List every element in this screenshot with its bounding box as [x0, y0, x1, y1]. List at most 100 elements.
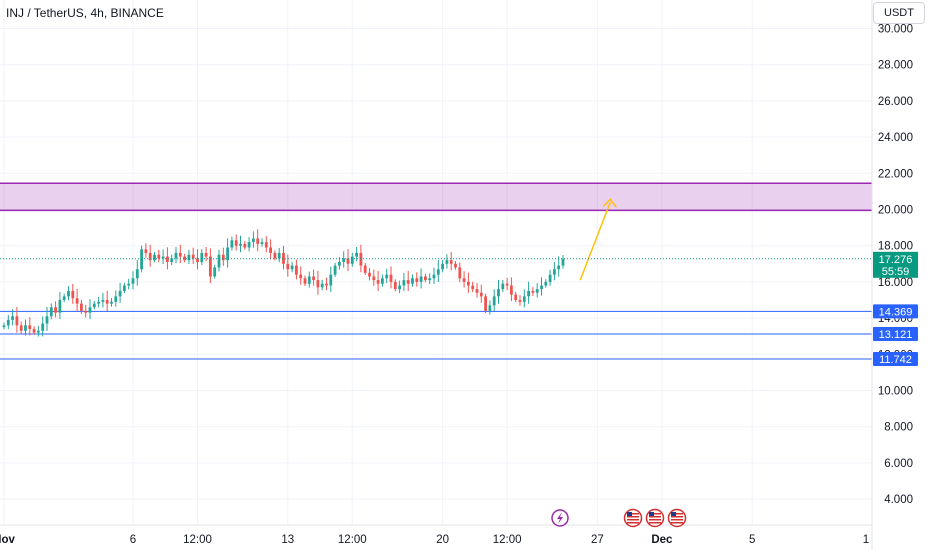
projection-arrow[interactable] [579, 198, 617, 281]
candle[interactable] [363, 262, 367, 276]
candle[interactable] [540, 277, 543, 296]
candle[interactable] [303, 275, 307, 286]
candle[interactable] [135, 259, 139, 286]
lightning-event-icon[interactable] [551, 509, 569, 527]
candle[interactable] [535, 283, 539, 298]
event-icons[interactable] [551, 508, 687, 528]
candle[interactable] [553, 262, 556, 281]
candle[interactable] [458, 262, 462, 283]
candle[interactable] [183, 253, 186, 263]
time-axis[interactable]: Nov 6 12:00 13 12:00 20 12:00 27 Dec 5 1 [0, 524, 872, 546]
candle[interactable] [264, 236, 268, 253]
support-levels[interactable] [0, 310, 872, 360]
candle[interactable] [131, 271, 135, 290]
price-axis[interactable]: 30.000 28.000 26.000 24.000 22.000 20.000 18.0… [871, 0, 932, 550]
candle[interactable] [376, 270, 380, 292]
us-flag-event-icon[interactable] [623, 508, 643, 528]
candle[interactable] [406, 270, 410, 292]
candle[interactable] [11, 309, 14, 326]
candle[interactable] [54, 301, 57, 318]
resistance-zone-fill[interactable] [0, 183, 872, 211]
candle[interactable] [273, 250, 277, 261]
candle[interactable] [368, 267, 371, 281]
candle[interactable] [402, 273, 406, 292]
candle[interactable] [161, 249, 165, 265]
candle[interactable] [307, 271, 311, 288]
candle[interactable] [97, 296, 100, 308]
candle[interactable] [342, 251, 346, 268]
candle[interactable] [350, 252, 354, 267]
candle[interactable] [174, 246, 178, 264]
candle[interactable] [488, 300, 492, 315]
support-price-tag[interactable] [873, 351, 918, 366]
candle[interactable] [428, 273, 432, 284]
candle[interactable] [234, 234, 238, 251]
candle[interactable] [247, 237, 251, 252]
support-price-tag[interactable] [873, 327, 918, 342]
candle[interactable] [213, 264, 217, 279]
candle[interactable] [531, 287, 535, 296]
candle[interactable] [325, 277, 328, 291]
candle[interactable] [561, 255, 565, 269]
candle[interactable] [28, 317, 32, 336]
candle[interactable] [505, 277, 509, 291]
candle[interactable] [449, 252, 453, 271]
candle[interactable] [475, 283, 479, 298]
candle[interactable] [497, 279, 500, 304]
candle[interactable] [355, 246, 358, 262]
candle[interactable] [372, 269, 376, 286]
candle[interactable] [415, 272, 419, 287]
candle[interactable] [329, 266, 333, 293]
candle[interactable] [24, 319, 27, 336]
candle[interactable] [110, 298, 113, 307]
candle[interactable] [436, 259, 440, 283]
candle[interactable] [92, 300, 96, 310]
candle[interactable] [230, 236, 234, 251]
candle[interactable] [49, 303, 53, 320]
candle[interactable] [170, 254, 174, 266]
candle[interactable] [544, 279, 548, 288]
candle[interactable] [445, 254, 449, 269]
candle[interactable] [243, 241, 247, 250]
candle[interactable] [286, 254, 290, 277]
candle[interactable] [484, 293, 487, 314]
candle[interactable] [15, 307, 19, 333]
candle[interactable] [557, 256, 561, 277]
candle[interactable] [209, 248, 212, 283]
candle[interactable] [320, 279, 324, 291]
candle[interactable] [454, 261, 457, 270]
candle[interactable] [527, 281, 530, 304]
candle[interactable] [196, 249, 199, 270]
candle[interactable] [157, 249, 161, 263]
candle[interactable] [19, 321, 23, 334]
candle[interactable] [295, 259, 298, 280]
candle[interactable] [123, 282, 126, 294]
candle[interactable] [178, 244, 182, 264]
candle[interactable] [471, 281, 475, 293]
projection-line[interactable] [579, 201, 611, 281]
candle[interactable] [252, 231, 255, 248]
candle[interactable] [269, 239, 272, 260]
candle[interactable] [226, 238, 229, 268]
candle[interactable] [381, 274, 384, 287]
candle[interactable] [299, 266, 303, 285]
candle[interactable] [398, 280, 401, 294]
candle[interactable] [510, 277, 513, 302]
candle[interactable] [221, 247, 225, 266]
candle[interactable] [204, 246, 208, 262]
candle[interactable] [522, 289, 526, 308]
candle[interactable] [118, 282, 122, 303]
candle[interactable] [462, 271, 466, 288]
candle[interactable] [2, 322, 6, 330]
candle[interactable] [187, 249, 191, 265]
candle[interactable] [80, 299, 83, 314]
candle[interactable] [393, 279, 397, 292]
candle[interactable] [424, 273, 427, 283]
candle[interactable] [6, 315, 10, 330]
candle[interactable] [389, 266, 393, 289]
candle[interactable] [518, 295, 522, 306]
support-price-tag[interactable] [873, 304, 918, 319]
candle[interactable] [127, 278, 131, 290]
candle[interactable] [166, 247, 169, 270]
candle[interactable] [88, 299, 92, 320]
